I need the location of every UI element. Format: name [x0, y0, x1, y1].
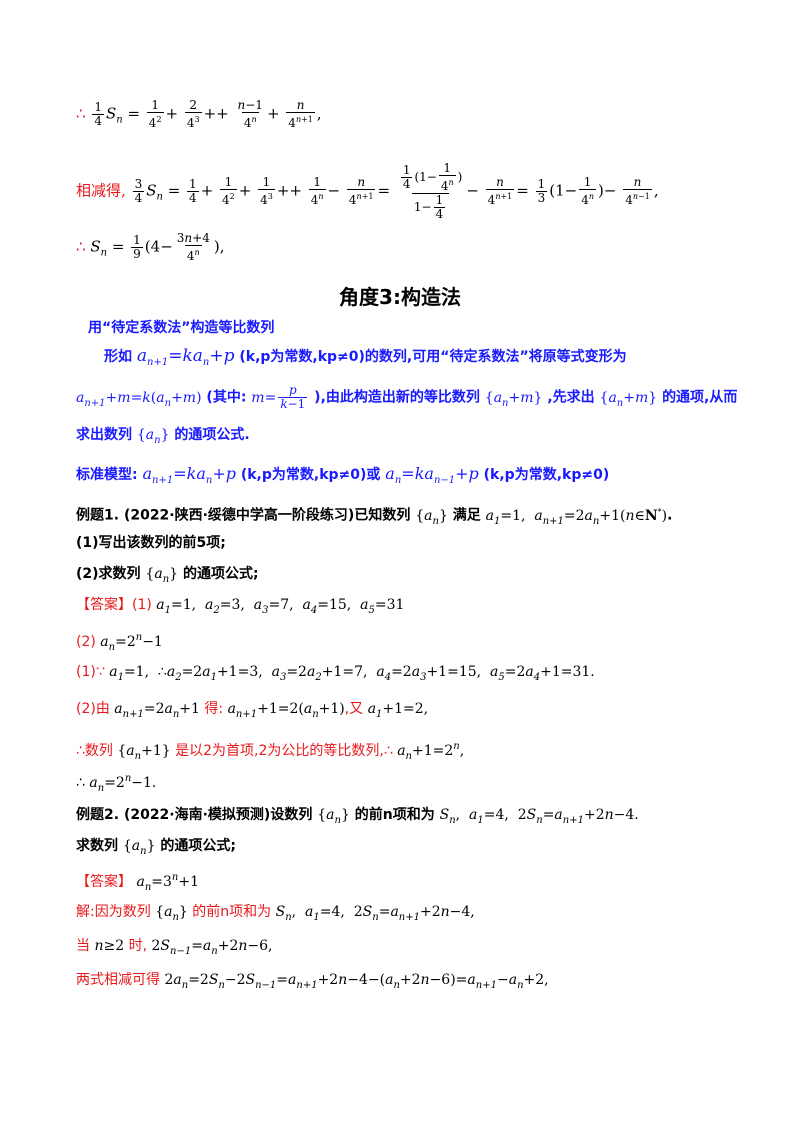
standard-model: 标准模型: an+1=kan+p (k,p为常数,kp≠0)或 an=kan−1… — [76, 464, 610, 486]
solution-1-step2: (2)由 an+1=2an+1 得: an+1+1=2(an+1),又 a1+1… — [76, 701, 429, 720]
answer-1-part2: (2) an=2n−1 — [76, 632, 163, 653]
solution-2-step3: 两式相减可得 2an=2Sn−2Sn−1=an+1+2n−4−(an+2n−6)… — [76, 972, 549, 991]
therefore-sign: ∴ — [76, 104, 91, 123]
answer-2: 【答案】 an=3n+1 — [76, 872, 199, 893]
example-2-q: 求数列 {an} 的通项公式; — [76, 838, 237, 857]
solution-1-step1: (1)∵ a1=1, ∴a2=2a1+1=3, a3=2a2+1=7, a4=2… — [76, 664, 595, 683]
example-1-q2: (2)求数列 {an} 的通项公式; — [76, 566, 259, 585]
eq-subtract: 相减得, 3 4 Sn = 1 4 + 1 42 + 1 43 ++ 1 4n − n 4n+1 = 1… — [76, 161, 659, 221]
section-title: 角度3:构造法 — [339, 285, 461, 309]
solution-1-step4: ∴ an=2n−1. — [76, 773, 157, 794]
example-1-q1: (1)写出该数列的前5项; — [76, 535, 226, 551]
method-heading: 用“待定系数法”构造等比数列 — [88, 320, 275, 336]
paragraph-transform: an+1+m=k(an+m) (其中: m= p k−1 ),由此构造出新的等比数列… — [76, 383, 738, 411]
solution-2-step1: 解:因为数列 {an} 的前n项和为 Sn, a1=4, 2Sn=an+1+2n… — [76, 904, 475, 923]
answer-1: 【答案】(1) a1=1, a2=3, a3=7, a4=15, a5=31 — [76, 597, 405, 616]
subtract-label: 相减得, — [76, 181, 126, 200]
paragraph-conclusion: 求出数列 {an} 的通项公式. — [76, 427, 250, 446]
solution-2-step2: 当 n≥2 时, 2Sn−1=an+2n−6, — [76, 938, 273, 957]
solution-1-step3: ∴数列 {an+1} 是以2为首项,2为公比的等比数列,∴ an+1=2n, — [76, 741, 465, 762]
example-2: 例题2. (2022·海南·模拟预测)设数列 {an} 的前n项和为 Sn, a… — [76, 807, 639, 826]
paragraph-form: 形如 an+1=kan+p (k,p为常数,kp≠0)的数列,可用“待定系数法”… — [104, 346, 627, 368]
eq-sn-result: ∴ Sn = 1 9 (4− 3n+4 4n), — [76, 231, 225, 263]
eq-quarter-sn: ∴ 1 4 Sn = 1 42 + 2 43 ++ n−1 4n + n 4n+1, — [76, 98, 322, 130]
example-1: 例题1. (2022·陕西·绥德中学高一阶段练习)已知数列 {an} 满足 a1… — [76, 507, 673, 527]
